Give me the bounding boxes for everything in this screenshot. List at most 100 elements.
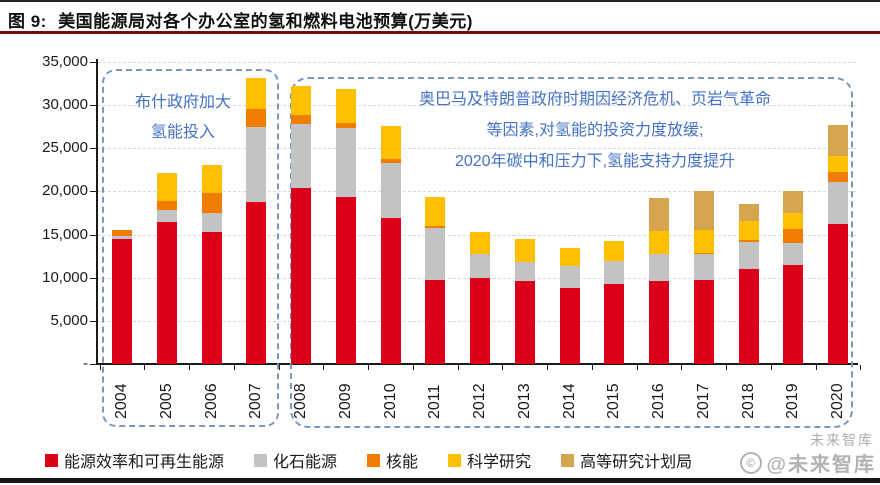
figure-header: 图 9: 美国能源局对各个办公室的氢和燃料电池预算(万美元) <box>0 2 880 34</box>
bar-2004-核能 <box>112 230 132 237</box>
bar-2015-化石能源 <box>604 261 625 284</box>
bar-2012-化石能源 <box>470 253 490 278</box>
legend-swatch-icon <box>448 453 462 467</box>
bush-era-dashed-box <box>102 69 279 427</box>
bar-2013-科学研究 <box>514 238 535 263</box>
x-tick-mark <box>99 365 101 370</box>
bar-2017-化石能源 <box>693 254 714 281</box>
watermark-large-text: @未来智库 <box>766 454 876 476</box>
x-tick-mark <box>502 365 504 370</box>
y-tick-label: 20,000 <box>42 182 88 200</box>
bar-2008-科学研究 <box>291 86 311 116</box>
bar-2017-核能 <box>693 252 714 255</box>
legend-label: 能源效率和可再生能源 <box>64 454 225 471</box>
x-tick-mark <box>636 365 638 370</box>
obama-annotation-line3: 2020年碳中和压力下,氢能支持力度提升 <box>454 153 736 170</box>
y-tick-30000 <box>90 105 97 107</box>
bar-2011-能源效率和可再生能源 <box>425 280 446 364</box>
bush-annotation-line1: 布什政府加大 <box>134 94 231 111</box>
bar-2013-化石能源 <box>514 262 535 282</box>
bar-2017-科学研究 <box>693 230 714 253</box>
gridline-35000 <box>98 62 856 63</box>
y-tick-20000 <box>90 191 97 193</box>
bar-2010-科学研究 <box>380 125 401 159</box>
bar-2014-化石能源 <box>559 265 580 289</box>
x-tick-mark <box>278 365 280 370</box>
y-tick-label: 35,000 <box>42 53 88 70</box>
figure-title-text: 美国能源局对各个办公室的氢和燃料电池预算(万美元) <box>58 12 473 31</box>
bar-2018-高等研究计划局 <box>738 203 759 221</box>
bar-2011-核能 <box>425 225 446 228</box>
bar-2019-化石能源 <box>783 243 804 265</box>
gridline-20000 <box>98 191 856 193</box>
gridline-30000 <box>98 105 856 107</box>
legend-label: 高等研究计划局 <box>580 454 693 471</box>
bar-2010-化石能源 <box>380 162 401 219</box>
bar-2016-能源效率和可再生能源 <box>649 281 669 364</box>
bar-2010-能源效率和可再生能源 <box>380 218 401 364</box>
bar-2007-化石能源 <box>246 126 267 202</box>
obama-annotation-line2: 等因素,对氢能的投资力度放缓; <box>486 122 704 139</box>
y-tick-25000 <box>90 148 97 150</box>
x-tick-mark <box>770 365 772 370</box>
watermark-small: 未来智库 <box>810 432 874 448</box>
bar-2020-科学研究 <box>828 156 848 173</box>
bar-2014-科学研究 <box>559 247 580 266</box>
legend-label: 化石能源 <box>273 454 338 471</box>
y-tick-label: 15,000 <box>42 225 88 243</box>
bar-2018-核能 <box>738 239 759 243</box>
y-tick-label: - <box>83 355 88 372</box>
legend-item-能源效率和可再生能源: 能源效率和可再生能源 <box>45 448 224 472</box>
figure-title: 图 9: 美国能源局对各个办公室的氢和燃料电池预算(万美元) <box>8 7 473 34</box>
x-tick-mark <box>144 365 146 370</box>
x-tick-mark <box>815 365 817 370</box>
watermark-large: © @未来智库 <box>740 448 876 477</box>
x-tick-mark <box>681 365 683 370</box>
y-tick-0 <box>90 364 97 365</box>
bar-2018-科学研究 <box>738 220 759 240</box>
legend-swatch-icon <box>254 453 268 467</box>
bar-2017-高等研究计划局 <box>693 191 714 231</box>
bar-2019-核能 <box>783 229 804 244</box>
legend-item-化石能源: 化石能源 <box>254 448 337 472</box>
bar-2009-科学研究 <box>335 88 356 124</box>
obama-annotation: 奥巴马及特朗普政府时期因经济危机、页岩气革命 等因素,对氢能的投资力度放缓; 2… <box>360 84 830 177</box>
bar-2013-能源效率和可再生能源 <box>514 281 535 364</box>
x-tick-mark <box>591 365 593 370</box>
x-tick-mark <box>233 365 235 370</box>
bar-2007-科学研究 <box>246 78 267 109</box>
watermark-logo-icon: © <box>740 451 763 474</box>
x-tick-mark <box>368 365 370 370</box>
figure-number: 图 9: <box>8 12 47 34</box>
bar-2018-化石能源 <box>738 242 759 270</box>
bush-annotation: 布什政府加大 氢能投入 <box>108 88 258 148</box>
bar-2014-能源效率和可再生能源 <box>559 288 580 364</box>
bottom-rule <box>0 478 880 483</box>
y-tick-15000 <box>90 234 97 236</box>
bar-2015-科学研究 <box>604 241 625 262</box>
bar-2009-核能 <box>335 123 356 129</box>
bar-2016-高等研究计划局 <box>649 198 669 232</box>
y-tick-label: 5,000 <box>50 311 88 329</box>
bar-2007-能源效率和可再生能源 <box>246 201 267 364</box>
legend-item-核能: 核能 <box>367 448 418 472</box>
y-tick-10000 <box>90 277 97 279</box>
bar-2005-核能 <box>156 200 177 211</box>
x-tick-mark <box>189 365 191 370</box>
bar-2020-能源效率和可再生能源 <box>828 224 848 364</box>
x-tick-mark <box>547 365 549 370</box>
legend-swatch-icon <box>45 453 58 467</box>
chart-legend: 能源效率和可再生能源 化石能源 核能 科学研究 高等研究计划局 <box>45 449 875 471</box>
bar-2008-核能 <box>291 115 311 125</box>
bar-2004-能源效率和可再生能源 <box>112 238 132 364</box>
bar-2010-核能 <box>380 158 401 163</box>
x-tick-mark <box>457 365 459 370</box>
x-tick-mark <box>726 365 728 370</box>
legend-label: 核能 <box>386 454 419 471</box>
bar-2018-能源效率和可再生能源 <box>738 269 759 364</box>
bar-2020-高等研究计划局 <box>828 124 848 157</box>
y-tick-label: 10,000 <box>42 268 88 286</box>
gridline-25000 <box>98 148 856 150</box>
bar-2004-化石能源 <box>112 236 132 239</box>
